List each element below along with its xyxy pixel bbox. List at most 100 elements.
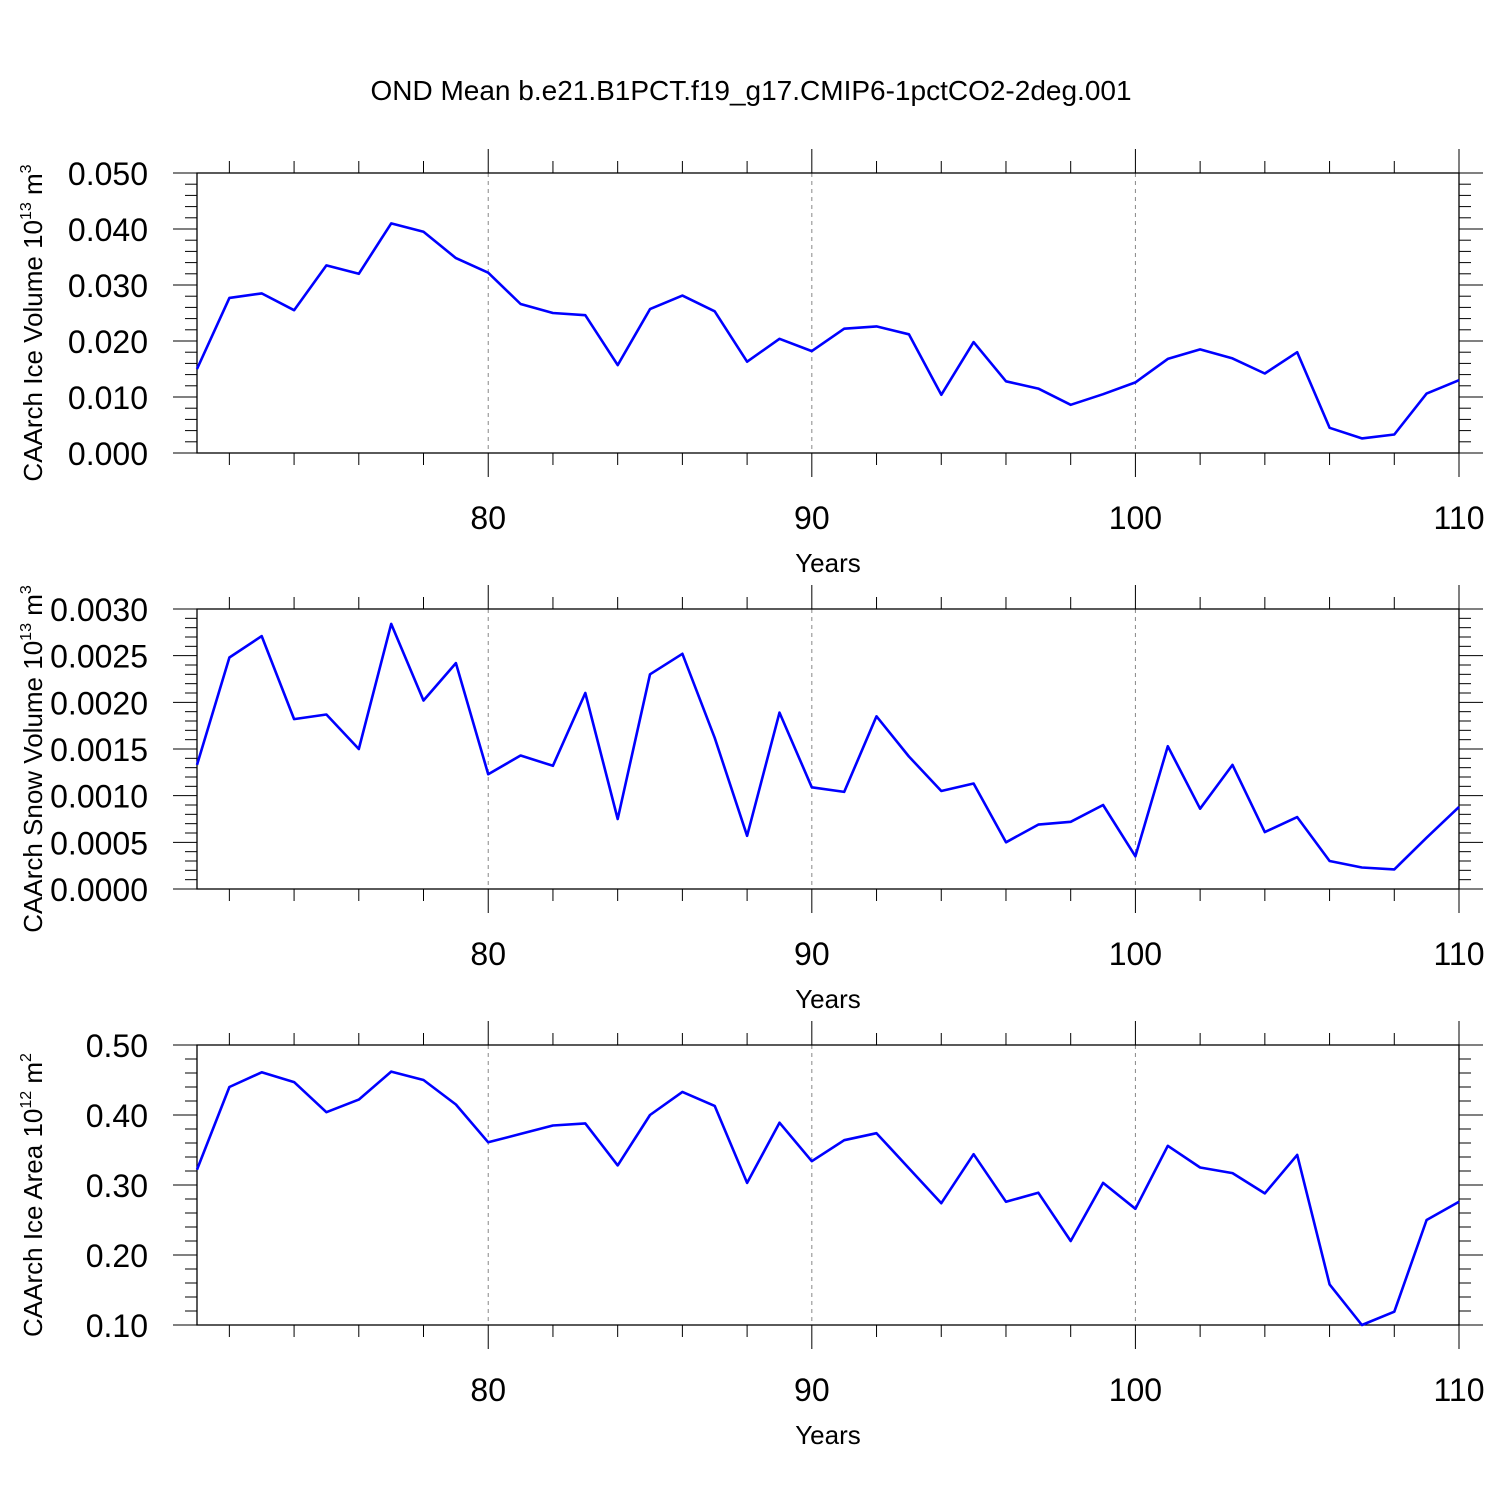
- y-axis-label-unit: m: [18, 173, 48, 202]
- y-tick-label: 0.010: [68, 380, 148, 416]
- data-point: [1361, 866, 1363, 868]
- data-point: [811, 350, 813, 352]
- data-point: [1102, 1182, 1104, 1184]
- data-point: [1231, 357, 1233, 359]
- data-point: [422, 1079, 424, 1081]
- data-point: [422, 231, 424, 233]
- data-point: [681, 294, 683, 296]
- y-axis-label-unit-exponent: 3: [18, 585, 35, 594]
- y-tick-label: 0.0025: [50, 639, 148, 675]
- data-point: [196, 368, 198, 370]
- data-point: [293, 309, 295, 311]
- data-point: [325, 1111, 327, 1113]
- data-point: [1199, 1166, 1201, 1168]
- series-line: [195, 622, 1460, 871]
- y-tick-label: 0.30: [86, 1168, 148, 1204]
- data-point: [552, 765, 554, 767]
- data-point: [843, 791, 845, 793]
- data-point: [293, 1081, 295, 1083]
- data-point: [1264, 1192, 1266, 1194]
- data-point: [228, 656, 230, 658]
- data-point: [1199, 348, 1201, 350]
- data-point: [325, 264, 327, 266]
- y-axis-label-unit-exponent: 3: [18, 164, 35, 173]
- y-tick-label: 0.0020: [50, 685, 148, 721]
- data-point: [1037, 823, 1039, 825]
- data-point: [746, 1182, 748, 1184]
- data-point: [1069, 821, 1071, 823]
- x-tick-label: 80: [470, 936, 506, 972]
- data-point: [455, 662, 457, 664]
- data-point: [519, 754, 521, 756]
- data-point: [908, 333, 910, 335]
- data-point: [649, 1114, 651, 1116]
- data-point: [1425, 392, 1427, 394]
- data-point: [1328, 1283, 1330, 1285]
- data-point: [1069, 404, 1071, 406]
- data-point: [1425, 1219, 1427, 1221]
- data-point: [1005, 841, 1007, 843]
- data-point: [778, 711, 780, 713]
- data-point: [1167, 1145, 1169, 1147]
- data-point: [1199, 808, 1201, 810]
- data-point: [1393, 1311, 1395, 1313]
- x-tick-label: 90: [794, 1372, 830, 1408]
- data-point: [1037, 1192, 1039, 1194]
- data-point: [1361, 437, 1363, 439]
- data-point: [940, 394, 942, 396]
- data-point: [584, 692, 586, 694]
- data-point: [649, 308, 651, 310]
- data-point: [358, 748, 360, 750]
- data-point: [778, 338, 780, 340]
- data-point: [1005, 1201, 1007, 1203]
- series-line: [195, 1070, 1460, 1327]
- data-point: [1231, 1172, 1233, 1174]
- data-point: [616, 818, 618, 820]
- data-point: [293, 718, 295, 720]
- x-tick-label: 100: [1109, 500, 1162, 536]
- data-point: [714, 737, 716, 739]
- data-point: [875, 1132, 877, 1134]
- data-point: [1296, 1154, 1298, 1156]
- data-point: [261, 1071, 263, 1073]
- data-point: [746, 835, 748, 837]
- panels: 80 90 100 110 0.000 0.010 0.020 0.030 0.040 0.050…: [18, 149, 1485, 1450]
- chart-title: OND Mean b.e21.B1PCT.f19_g17.CMIP6-1pctC…: [370, 75, 1131, 106]
- data-point: [940, 790, 942, 792]
- data-point: [1134, 381, 1136, 383]
- data-point: [649, 673, 651, 675]
- data-point: [908, 755, 910, 757]
- data-point: [358, 1098, 360, 1100]
- data-point: [325, 713, 327, 715]
- data-point: [228, 297, 230, 299]
- y-axis-label-exponent: 13: [18, 202, 35, 220]
- x-tick-label: 100: [1109, 936, 1162, 972]
- data-point: [1134, 1208, 1136, 1210]
- data-point: [196, 1168, 198, 1170]
- data-point: [714, 310, 716, 312]
- data-point: [1296, 816, 1298, 818]
- data-point: [1458, 806, 1460, 808]
- x-tick-label: 110: [1433, 936, 1484, 972]
- data-point: [681, 1091, 683, 1093]
- data-point: [1458, 1201, 1460, 1203]
- data-point: [1167, 745, 1169, 747]
- data-point: [261, 292, 263, 294]
- y-tick-label: 0.040: [68, 212, 148, 248]
- y-axis-label-unit: m: [18, 594, 48, 623]
- y-tick-label: 0.050: [68, 156, 148, 192]
- data-point: [422, 699, 424, 701]
- x-axis-label: Years: [795, 984, 861, 1014]
- data-point: [519, 1133, 521, 1135]
- data-point: [875, 715, 877, 717]
- data-point: [358, 273, 360, 275]
- data-point: [972, 341, 974, 343]
- data-point: [1264, 372, 1266, 374]
- data-point: [778, 1122, 780, 1124]
- data-point: [1393, 433, 1395, 435]
- data-point: [616, 364, 618, 366]
- data-point: [552, 312, 554, 314]
- x-tick-label: 90: [794, 936, 830, 972]
- y-tick-label: 0.020: [68, 324, 148, 360]
